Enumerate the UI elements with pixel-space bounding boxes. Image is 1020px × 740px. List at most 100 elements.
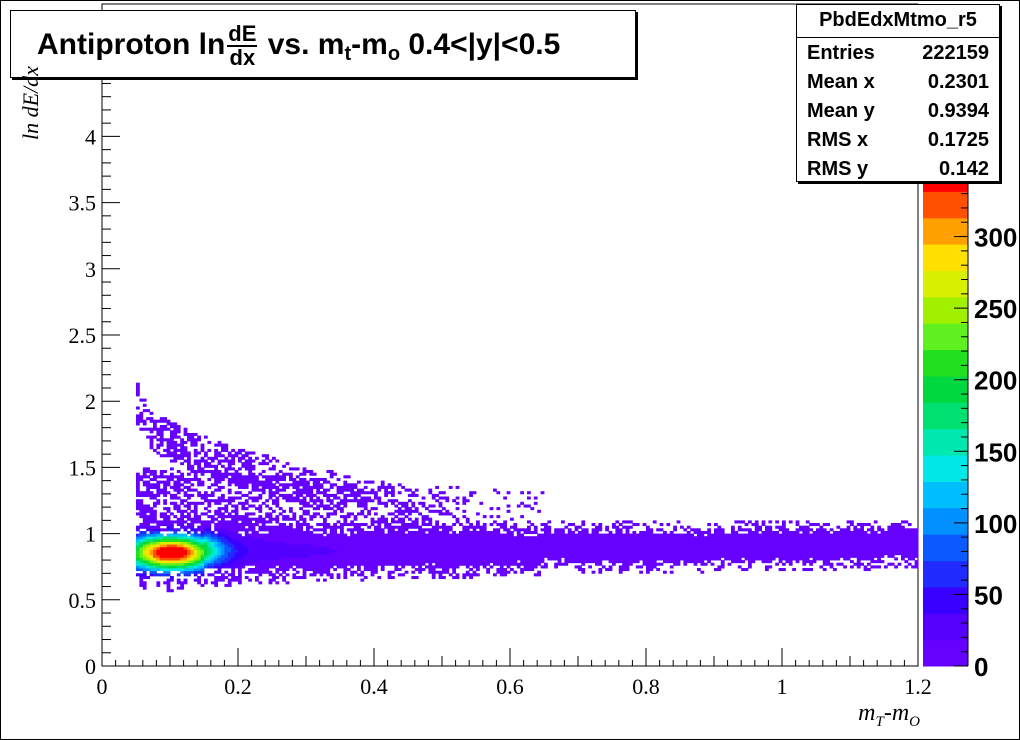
heatmap-cell: [275, 554, 280, 558]
heatmap-cell: [846, 531, 851, 535]
heatmap-cell: [193, 507, 198, 511]
heatmap-cell: [272, 578, 276, 582]
heatmap-cell: [258, 533, 263, 537]
heatmap-cell: [197, 515, 201, 519]
heatmap-cell: [683, 549, 688, 553]
heatmap-cell: [292, 528, 297, 532]
heatmap-cell: [166, 533, 171, 537]
heatmap-cell: [156, 523, 161, 527]
y-tick-label: 0: [85, 654, 96, 679]
heatmap-cell: [656, 533, 660, 537]
heatmap-cell: [278, 512, 283, 516]
heatmap-cell: [639, 570, 643, 574]
heatmap-cell: [309, 538, 314, 542]
heatmap-cell: [676, 520, 681, 524]
heatmap-cell: [350, 557, 354, 561]
heatmap-cell: [622, 538, 626, 542]
heatmap-cell: [370, 491, 375, 495]
heatmap-cell: [329, 565, 334, 569]
heatmap-cell: [595, 528, 599, 532]
heatmap-cell: [493, 536, 497, 540]
heatmap-cell: [686, 560, 691, 564]
heatmap-cell: [567, 541, 572, 545]
heatmap-cell: [350, 533, 354, 537]
heatmap-cell: [295, 554, 300, 558]
heatmap-cell: [180, 440, 184, 444]
heatmap-cell: [261, 485, 266, 489]
heatmap-cell: [734, 554, 739, 558]
heatmap-cell: [346, 488, 351, 492]
heatmap-cell: [183, 557, 188, 561]
heatmap-cell: [190, 520, 195, 524]
heatmap-cell: [217, 472, 222, 476]
heatmap-cell: [656, 538, 660, 542]
heatmap-cell: [765, 549, 769, 553]
heatmap-cell: [703, 549, 708, 553]
heatmap-cell: [782, 541, 786, 545]
heatmap-cell: [217, 520, 222, 524]
heatmap-cell: [309, 533, 314, 537]
heatmap-cell: [180, 557, 184, 561]
heatmap-cell: [765, 525, 769, 529]
heatmap-cell: [914, 562, 919, 566]
heatmap-cell: [748, 538, 752, 542]
heatmap-cell: [207, 531, 212, 535]
heatmap-cell: [176, 560, 181, 564]
heatmap-cell: [768, 538, 773, 542]
heatmap-cell: [255, 565, 259, 569]
heatmap-cell: [431, 531, 436, 535]
heatmap-cell: [380, 544, 385, 548]
heatmap-cell: [146, 515, 150, 519]
heatmap-cell: [744, 549, 749, 553]
heatmap-cell: [717, 557, 722, 561]
heatmap-cell: [350, 499, 354, 503]
heatmap-cell: [785, 557, 790, 561]
heatmap-cell: [258, 488, 263, 492]
heatmap-cell: [911, 552, 915, 556]
heatmap-cell: [911, 554, 915, 558]
heatmap-cell: [197, 544, 201, 548]
heatmap-cell: [622, 544, 626, 548]
heatmap-cell: [646, 528, 650, 532]
heatmap-cell: [513, 570, 518, 574]
heatmap-cell: [156, 433, 161, 437]
heatmap-cell: [207, 464, 212, 468]
heatmap-cell: [360, 512, 365, 516]
heatmap-cell: [438, 573, 443, 577]
heatmap-cell: [187, 478, 191, 482]
heatmap-cell: [448, 562, 453, 566]
heatmap-cell: [139, 560, 144, 564]
heatmap-cell: [778, 536, 783, 540]
heatmap-cell: [788, 538, 793, 542]
heatmap-cell: [465, 541, 470, 545]
heatmap-cell: [170, 433, 174, 437]
heatmap-cell: [200, 549, 205, 553]
heatmap-cell: [724, 538, 728, 542]
heatmap-cell: [272, 485, 276, 489]
heatmap-cell: [333, 504, 337, 508]
heatmap-cell: [428, 517, 433, 521]
heatmap-cell: [299, 560, 303, 564]
heatmap-cell: [442, 562, 446, 566]
heatmap-cell: [734, 549, 739, 553]
heatmap-cell: [346, 493, 351, 497]
heatmap-cell: [292, 485, 297, 489]
heatmap-cell: [272, 544, 276, 548]
heatmap-cell: [275, 552, 280, 556]
palette-swatch: [923, 296, 968, 324]
heatmap-cell: [176, 541, 181, 545]
heatmap-cell: [884, 565, 888, 569]
heatmap-cell: [629, 554, 633, 558]
heatmap-cell: [251, 483, 256, 487]
heatmap-cell: [377, 536, 382, 540]
heatmap-cell: [486, 554, 490, 558]
heatmap-cell: [530, 554, 535, 558]
heatmap-cell: [142, 475, 147, 479]
heatmap-cell: [224, 525, 229, 529]
heatmap-cell: [421, 562, 426, 566]
heatmap-cell: [727, 562, 732, 566]
heatmap-cell: [384, 493, 388, 497]
heatmap-cell: [520, 541, 524, 545]
heatmap-cell: [261, 549, 266, 553]
heatmap-cell: [516, 538, 521, 542]
